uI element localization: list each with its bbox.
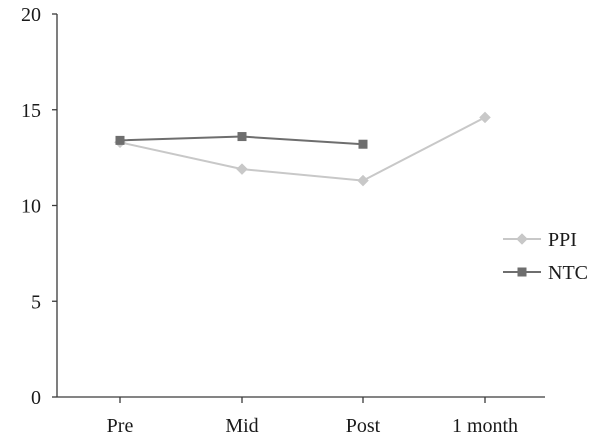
x-axis-ticks: Pre Mid Post 1 month xyxy=(107,397,518,437)
y-tick-label: 5 xyxy=(31,291,41,313)
x-tick-label: Post xyxy=(346,415,381,437)
series-layer xyxy=(114,111,491,187)
y-axis-ticks: 0 5 10 15 20 xyxy=(21,4,57,409)
legend: PPI NTC xyxy=(503,229,588,284)
legend-marker-ntc xyxy=(517,267,527,277)
chart-axes xyxy=(56,14,545,398)
legend-item-ntc: NTC xyxy=(503,262,588,284)
data-point-ppi xyxy=(236,163,248,175)
legend-marker-ppi xyxy=(516,233,528,245)
y-tick-label: 15 xyxy=(21,100,41,122)
y-tick-label: 10 xyxy=(21,196,41,218)
legend-label-ppi: PPI xyxy=(548,229,577,251)
data-point-ppi xyxy=(479,111,491,124)
x-tick-label: Pre xyxy=(107,415,134,437)
data-point-ppi xyxy=(357,174,369,187)
x-tick-label: Mid xyxy=(225,415,258,437)
y-tick-label: 0 xyxy=(31,387,41,409)
series-line-ppi xyxy=(119,116,486,182)
legend-item-ppi: PPI xyxy=(503,229,577,251)
series-ntc xyxy=(115,132,368,149)
data-point-ntc xyxy=(237,132,247,142)
data-point-ntc xyxy=(358,139,368,149)
data-point-ntc xyxy=(115,135,125,145)
y-tick-label: 20 xyxy=(21,4,41,26)
x-tick-label: 1 month xyxy=(452,415,518,437)
series-ppi xyxy=(114,111,491,187)
legend-label-ntc: NTC xyxy=(548,262,588,284)
